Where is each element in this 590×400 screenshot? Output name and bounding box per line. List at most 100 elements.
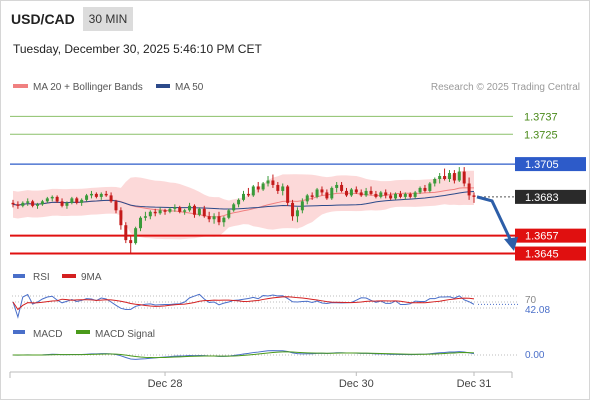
- candle-body: [197, 208, 201, 215]
- level-label-current: 1.3683: [525, 192, 559, 204]
- candle-body: [418, 187, 422, 193]
- candle-body: [335, 184, 339, 188]
- candle-body: [256, 186, 260, 190]
- candle-body: [330, 187, 334, 199]
- candle-body: [340, 184, 344, 191]
- candle-body: [202, 208, 206, 217]
- candle-body: [472, 195, 476, 197]
- candle-body: [408, 193, 412, 197]
- candle-body: [227, 210, 231, 218]
- rsi-value-label: 42.08: [525, 305, 550, 316]
- ma20-legend-label: MA 20 + Bollinger Bands: [33, 82, 143, 93]
- candle-body: [281, 186, 285, 191]
- candle-body: [31, 201, 35, 206]
- candle-body: [114, 201, 118, 211]
- candle-body: [60, 201, 64, 206]
- candle-body: [379, 192, 383, 197]
- candle-body: [50, 196, 54, 199]
- candle-body: [384, 192, 388, 196]
- candle-body: [16, 204, 20, 206]
- rsi-level-label: 70: [525, 295, 537, 306]
- x-tick-label: Dec 28: [148, 378, 183, 390]
- rsi-legend-label: RSI: [33, 272, 50, 283]
- candle-body: [315, 189, 319, 197]
- macd-signal-line: [12, 351, 475, 359]
- candle-body: [266, 180, 270, 184]
- candle-body: [394, 193, 398, 199]
- candle-body: [158, 210, 162, 214]
- candle-body: [251, 186, 255, 196]
- candle-body: [148, 211, 152, 217]
- candle-body: [374, 193, 378, 197]
- candle-body: [109, 195, 113, 202]
- bollinger-band: [13, 170, 474, 240]
- candle-body: [104, 193, 108, 196]
- candle-body: [423, 187, 427, 191]
- candle-body: [325, 192, 329, 199]
- candle-body: [80, 199, 84, 203]
- level-box-support: [515, 246, 586, 261]
- level-label-support: 1.3645: [525, 249, 559, 261]
- candle-body: [271, 180, 275, 185]
- candle-body: [320, 189, 324, 193]
- candle-body: [232, 204, 236, 211]
- candle-body: [129, 240, 133, 244]
- candle-body: [173, 207, 177, 209]
- candle-body: [443, 176, 447, 179]
- candle-body: [354, 189, 358, 193]
- candle-body: [364, 190, 368, 196]
- candle-body: [192, 205, 196, 215]
- candle-body: [433, 179, 437, 184]
- timeframe-badge[interactable]: [83, 7, 133, 31]
- macd-signal-legend-swatch: [76, 330, 90, 334]
- ma50-legend-label: MA 50: [175, 82, 204, 93]
- candle-body: [40, 201, 44, 205]
- research-credit: Research © 2025 Trading Central: [431, 82, 580, 93]
- candle-body: [310, 195, 314, 197]
- candle-body: [217, 216, 221, 223]
- ma20-legend-swatch: [13, 84, 28, 88]
- candle-body: [99, 193, 103, 197]
- candle-body: [75, 198, 79, 203]
- level-box-current: [515, 189, 586, 204]
- datetime-label: Tuesday, December 30, 2025 5:46:10 PM CE…: [13, 42, 262, 56]
- symbol-title: USD/CAD: [11, 11, 75, 27]
- candle-body: [305, 195, 309, 202]
- ma50-legend-swatch: [156, 84, 170, 88]
- candle-body: [65, 202, 69, 206]
- candle-body: [349, 189, 353, 196]
- candle-body: [119, 210, 123, 226]
- candle-body: [359, 192, 363, 196]
- candle-body: [222, 217, 226, 223]
- candle-body: [36, 204, 40, 206]
- x-axis-ticks: Dec 28 Dec 30 Dec 31: [148, 372, 491, 390]
- candle-body: [389, 195, 393, 199]
- candle-body: [45, 198, 49, 202]
- candle-body: [295, 210, 299, 217]
- timeframe-label: 30 MIN: [89, 12, 128, 26]
- price-panel: 1.3737 1.3725 1.3705 1.3683 1.3657 1.3645: [10, 111, 586, 261]
- rsi-panel: [12, 293, 518, 319]
- candle-body: [55, 196, 59, 202]
- candle-body: [21, 202, 25, 206]
- candle-body: [139, 217, 143, 229]
- candle-body: [85, 195, 89, 200]
- candle-body: [124, 225, 128, 241]
- candle-body: [246, 193, 250, 196]
- projection-arrow-head: [504, 237, 518, 252]
- candle-body: [447, 173, 451, 179]
- candle-body: [188, 205, 192, 211]
- level-label-resistance: 1.3725: [524, 129, 558, 141]
- candle-body: [242, 193, 245, 200]
- projection-arrow-line: [476, 195, 513, 242]
- candle-body: [438, 176, 442, 179]
- rsi-ma-legend-swatch: [62, 274, 76, 278]
- candle-body: [462, 171, 466, 184]
- candle-body: [276, 184, 280, 191]
- candle-body: [143, 216, 147, 218]
- candle-body: [11, 202, 15, 205]
- candle-body: [457, 171, 461, 181]
- level-label-resistance: 1.3737: [524, 111, 558, 123]
- macd-signal-legend-label: MACD Signal: [95, 329, 155, 340]
- candle-body: [178, 207, 182, 212]
